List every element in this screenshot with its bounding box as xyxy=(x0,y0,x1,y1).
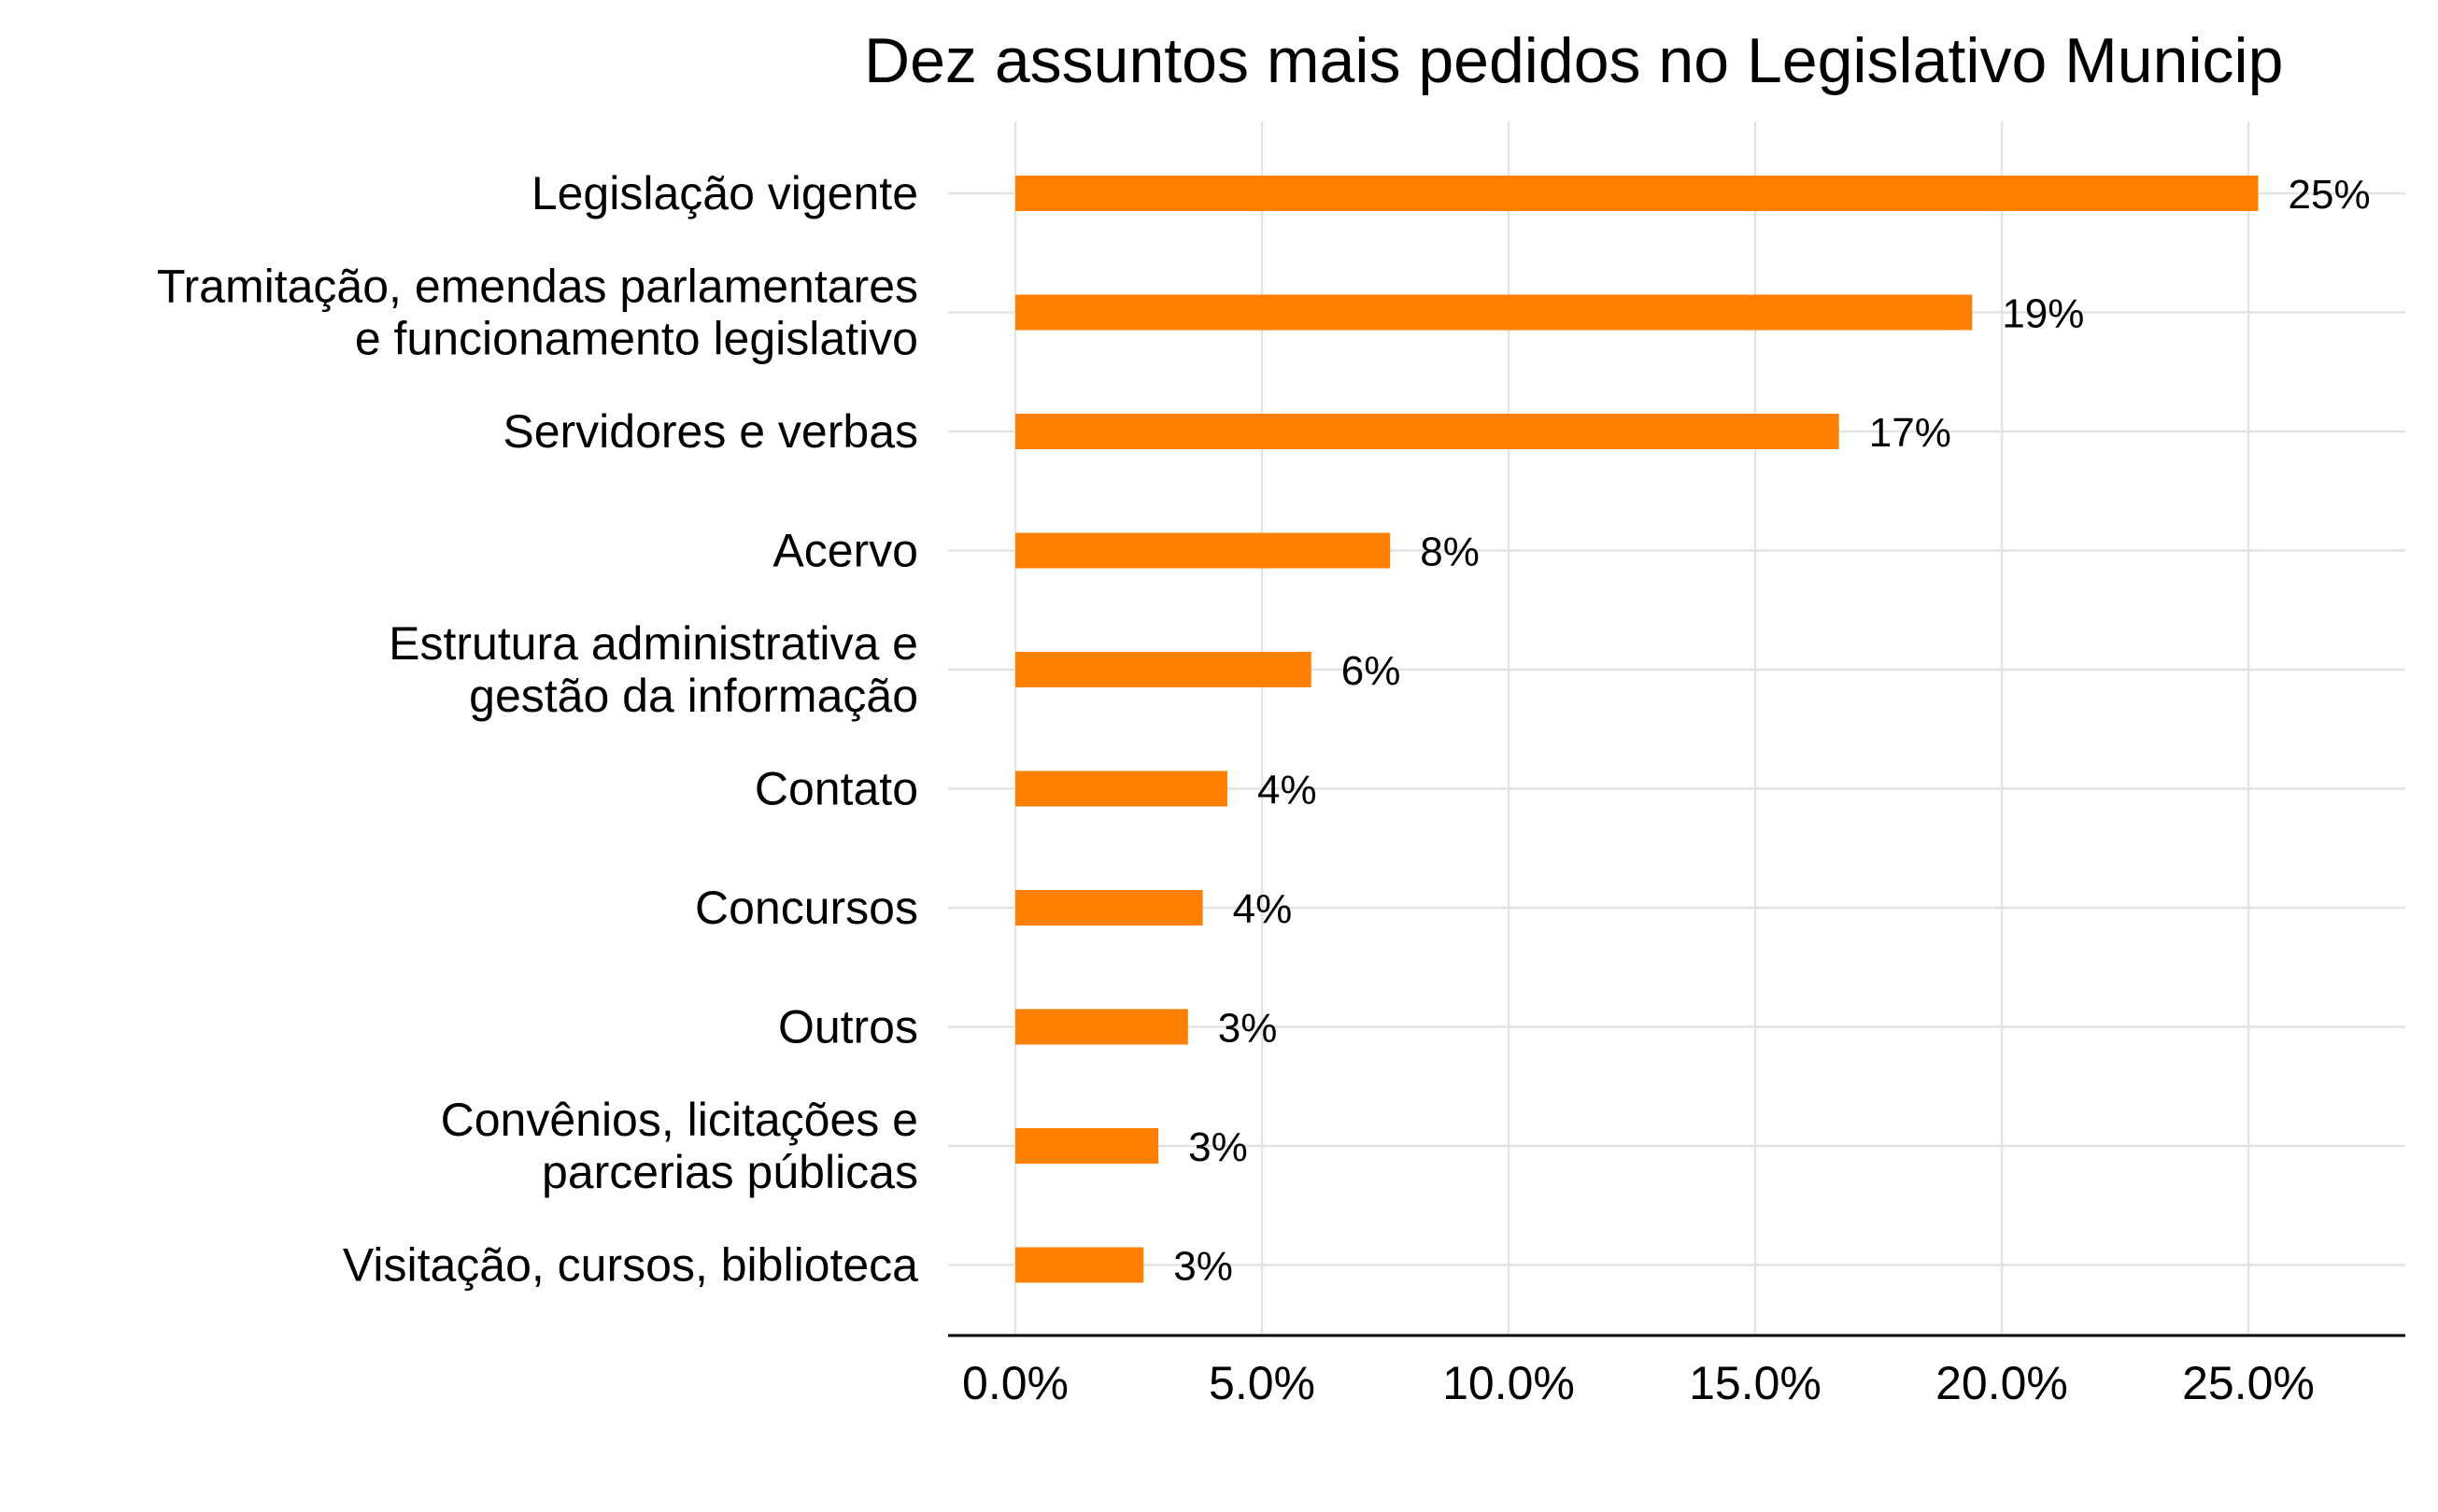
value-labels: 25% 19% 17% 8% 6% 4% 4% 3% 3% 3% xyxy=(1173,172,2370,1290)
category-label: Contato xyxy=(755,763,918,815)
category-label: Outros xyxy=(778,1001,918,1053)
bar xyxy=(1015,652,1311,687)
category-label: Visitação, cursos, biblioteca xyxy=(343,1239,918,1292)
bar xyxy=(1015,294,1973,331)
bar-value-label: 17% xyxy=(1869,410,1951,456)
category-label: Convênios, licitações e xyxy=(441,1094,918,1146)
bar xyxy=(1015,532,1391,569)
bar-value-label: 4% xyxy=(1257,768,1317,813)
bar-value-label: 6% xyxy=(1341,648,1401,694)
x-tick-label: 5.0% xyxy=(1209,1357,1315,1409)
bar-value-label: 8% xyxy=(1420,530,1480,575)
bar-value-label: 3% xyxy=(1218,1006,1278,1052)
x-tick-label: 0.0% xyxy=(962,1357,1069,1409)
bar xyxy=(1015,176,2259,211)
x-tick-label: 10.0% xyxy=(1442,1357,1575,1409)
category-label: Acervo xyxy=(773,525,918,577)
category-label: Servidores e verbas xyxy=(503,405,918,458)
x-axis-ticks: 0.0% 5.0% 10.0% 15.0% 20.0% 25.0% xyxy=(962,1357,2315,1409)
category-label: Concursos xyxy=(695,882,918,934)
chart-title: Dez assuntos mais pedidos no Legislativo… xyxy=(864,25,2283,96)
x-tick-label: 15.0% xyxy=(1689,1357,1821,1409)
bar-value-label: 19% xyxy=(2002,291,2084,337)
category-label: Estrutura administrativa e xyxy=(389,617,918,670)
bar-value-label: 4% xyxy=(1233,886,1293,932)
x-tick-label: 25.0% xyxy=(2182,1357,2315,1409)
bar xyxy=(1015,1247,1144,1283)
bar xyxy=(1015,1009,1188,1045)
category-labels: Legislação vigente Tramitação, emendas pa… xyxy=(157,167,918,1292)
bar xyxy=(1015,770,1228,807)
bar-value-label: 25% xyxy=(2289,172,2371,218)
category-label: Legislação vigente xyxy=(532,167,918,219)
bar-value-label: 3% xyxy=(1188,1124,1248,1170)
x-tick-label: 20.0% xyxy=(1935,1357,2068,1409)
bars xyxy=(1015,176,2259,1283)
category-label: gestão da informação xyxy=(469,670,918,722)
bar-value-label: 3% xyxy=(1173,1244,1233,1290)
category-label: parcerias públicas xyxy=(542,1146,918,1198)
category-label: Tramitação, emendas parlamentares xyxy=(157,261,918,313)
bar xyxy=(1015,890,1203,926)
category-label: e funcionamento legislativo xyxy=(355,313,918,365)
bar xyxy=(1015,1128,1159,1164)
bar xyxy=(1015,414,1839,449)
